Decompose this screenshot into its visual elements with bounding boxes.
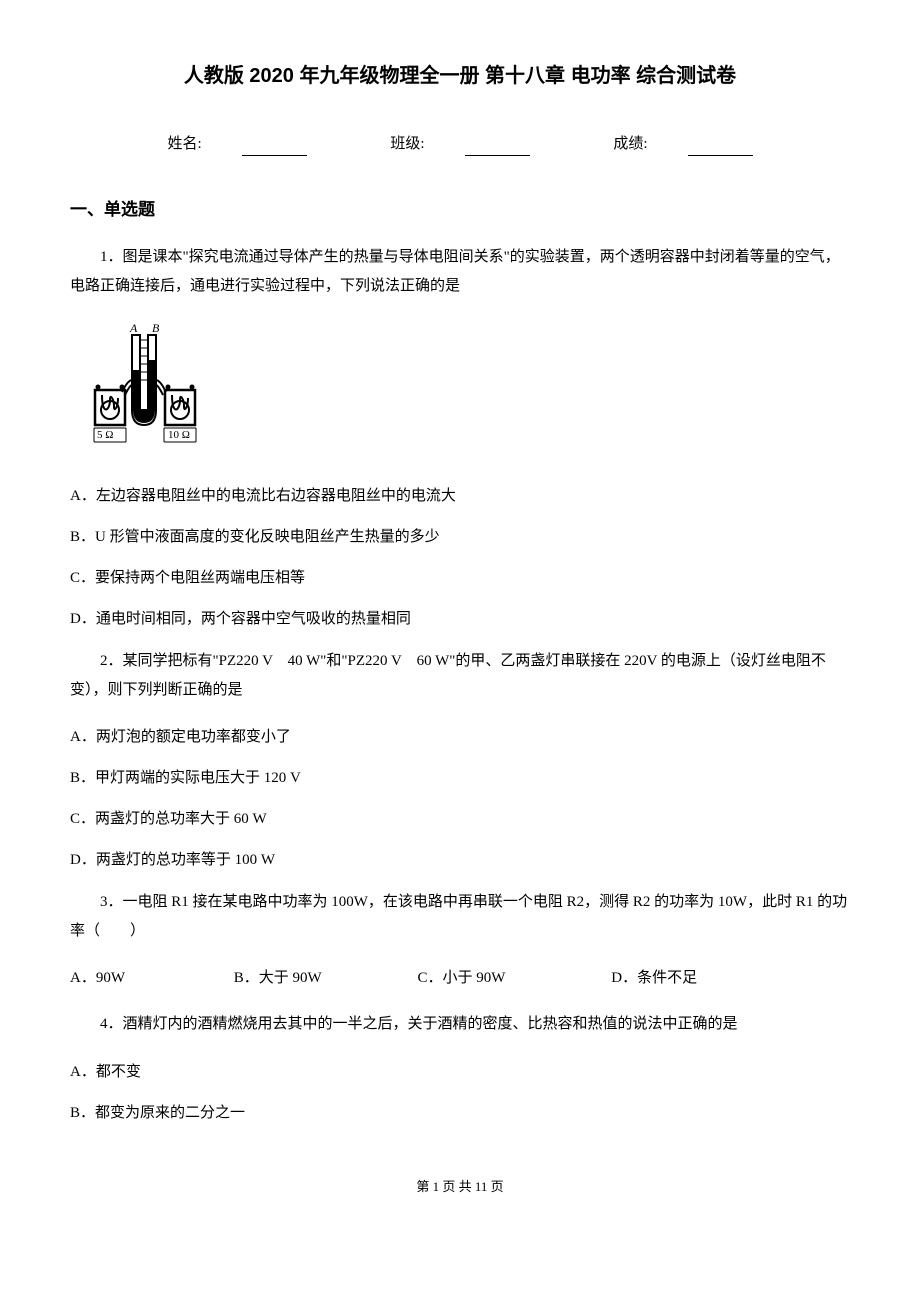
class-blank bbox=[465, 155, 530, 156]
circuit-diagram-icon: A B 5 Ω 10 Ω bbox=[90, 320, 240, 455]
svg-text:10 Ω: 10 Ω bbox=[168, 429, 190, 441]
q2-option-d: D．两盏灯的总功率等于 100 W bbox=[70, 847, 850, 874]
name-blank bbox=[242, 155, 307, 156]
q2-option-c: C．两盏灯的总功率大于 60 W bbox=[70, 806, 850, 833]
q1-option-a: A．左边容器电阻丝中的电流比右边容器电阻丝中的电流大 bbox=[70, 483, 850, 510]
q4-option-b: B．都变为原来的二分之一 bbox=[70, 1100, 850, 1127]
q4-option-a: A．都不变 bbox=[70, 1059, 850, 1086]
question-4-stem: 4．酒精灯内的酒精燃烧用去其中的一半之后，关于酒精的密度、比热容和热值的说法中正… bbox=[70, 1010, 850, 1039]
q3-options-row: A．90W B．大于 90W C．小于 90W D．条件不足 bbox=[70, 965, 850, 992]
q1-option-d: D．通电时间相同，两个容器中空气吸收的热量相同 bbox=[70, 606, 850, 633]
q2-option-a: A．两灯泡的额定电功率都变小了 bbox=[70, 724, 850, 751]
q2-option-b: B．甲灯两端的实际电压大于 120 V bbox=[70, 765, 850, 792]
score-blank bbox=[688, 155, 753, 156]
class-field: 班级: bbox=[370, 132, 549, 156]
score-label: 成绩: bbox=[613, 132, 647, 156]
question-3-stem: 3．一电阻 R1 接在某电路中功率为 100W，在该电路中再串联一个电阻 R2，… bbox=[70, 888, 850, 945]
svg-text:B: B bbox=[152, 321, 160, 335]
q3-option-c: C．小于 90W bbox=[418, 965, 608, 992]
q1-option-b: B．U 形管中液面高度的变化反映电阻丝产生热量的多少 bbox=[70, 524, 850, 551]
question-1-diagram: A B 5 Ω 10 Ω bbox=[90, 320, 850, 463]
name-field: 姓名: bbox=[147, 132, 326, 156]
question-2-stem: 2．某同学把标有"PZ220 V 40 W"和"PZ220 V 60 W"的甲、… bbox=[70, 647, 850, 704]
q1-option-c: C．要保持两个电阻丝两端电压相等 bbox=[70, 565, 850, 592]
q3-option-b: B．大于 90W bbox=[234, 965, 414, 992]
student-info-row: 姓名: 班级: 成绩: bbox=[70, 132, 850, 156]
name-label: 姓名: bbox=[167, 132, 201, 156]
exam-title: 人教版 2020 年九年级物理全一册 第十八章 电功率 综合测试卷 bbox=[70, 60, 850, 92]
question-1-stem: 1．图是课本"探究电流通过导体产生的热量与导体电阻间关系"的实验装置，两个透明容… bbox=[70, 243, 850, 300]
q3-option-a: A．90W bbox=[70, 965, 230, 992]
svg-text:5 Ω: 5 Ω bbox=[97, 429, 113, 441]
section-1-title: 一、单选题 bbox=[70, 196, 850, 223]
score-field: 成绩: bbox=[593, 132, 772, 156]
class-label: 班级: bbox=[390, 132, 424, 156]
q3-option-d: D．条件不足 bbox=[611, 965, 771, 992]
svg-text:A: A bbox=[129, 321, 138, 335]
page-footer: 第 1 页 共 11 页 bbox=[70, 1177, 850, 1198]
